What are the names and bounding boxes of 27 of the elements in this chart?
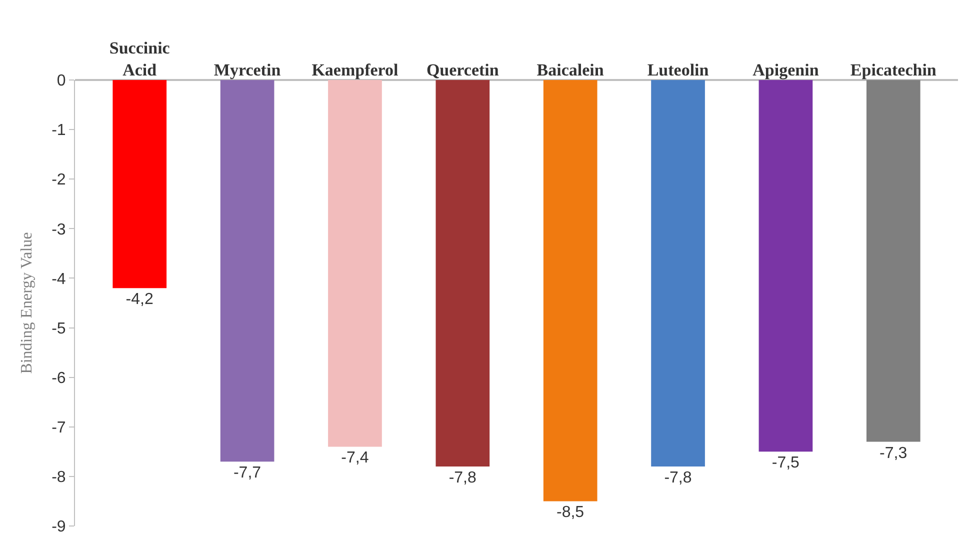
- y-tick-label: -9: [52, 518, 66, 536]
- y-tick-label: 0: [56, 72, 66, 90]
- x-tick-label: Myrcetin: [214, 60, 282, 80]
- x-tick-label: Epicatechin: [850, 60, 937, 80]
- y-tick-label: -5: [52, 320, 66, 338]
- data-label: -7,7: [233, 464, 262, 482]
- x-tick-label: Succinic Acid: [109, 38, 170, 80]
- y-tick-label: -4: [52, 270, 66, 288]
- data-label: -7,5: [772, 454, 800, 472]
- y-tick-label: -6: [52, 370, 66, 387]
- data-label: -4,2: [126, 291, 154, 308]
- x-tick-label: Quercetin: [426, 60, 500, 80]
- y-tick-label: -8: [52, 469, 66, 486]
- x-tick-label: Kaempferol: [312, 60, 399, 80]
- y-tick-label: -3: [52, 221, 66, 238]
- x-tick-label: Apigenin: [752, 60, 820, 80]
- data-label: -8,5: [556, 504, 584, 522]
- data-label: -7,8: [664, 470, 692, 487]
- y-tick-label: -2: [52, 172, 66, 189]
- y-axis-title: Binding Energy Value: [18, 232, 36, 374]
- data-label: -7,3: [880, 444, 908, 462]
- x-tick-label: Luteolin: [647, 60, 710, 80]
- y-tick-label: -1: [52, 122, 66, 140]
- x-tick-label: Baicalein: [536, 60, 604, 80]
- y-tick-label: -7: [52, 419, 66, 436]
- data-label: -7,8: [448, 470, 476, 487]
- data-label: -7,4: [341, 450, 369, 467]
